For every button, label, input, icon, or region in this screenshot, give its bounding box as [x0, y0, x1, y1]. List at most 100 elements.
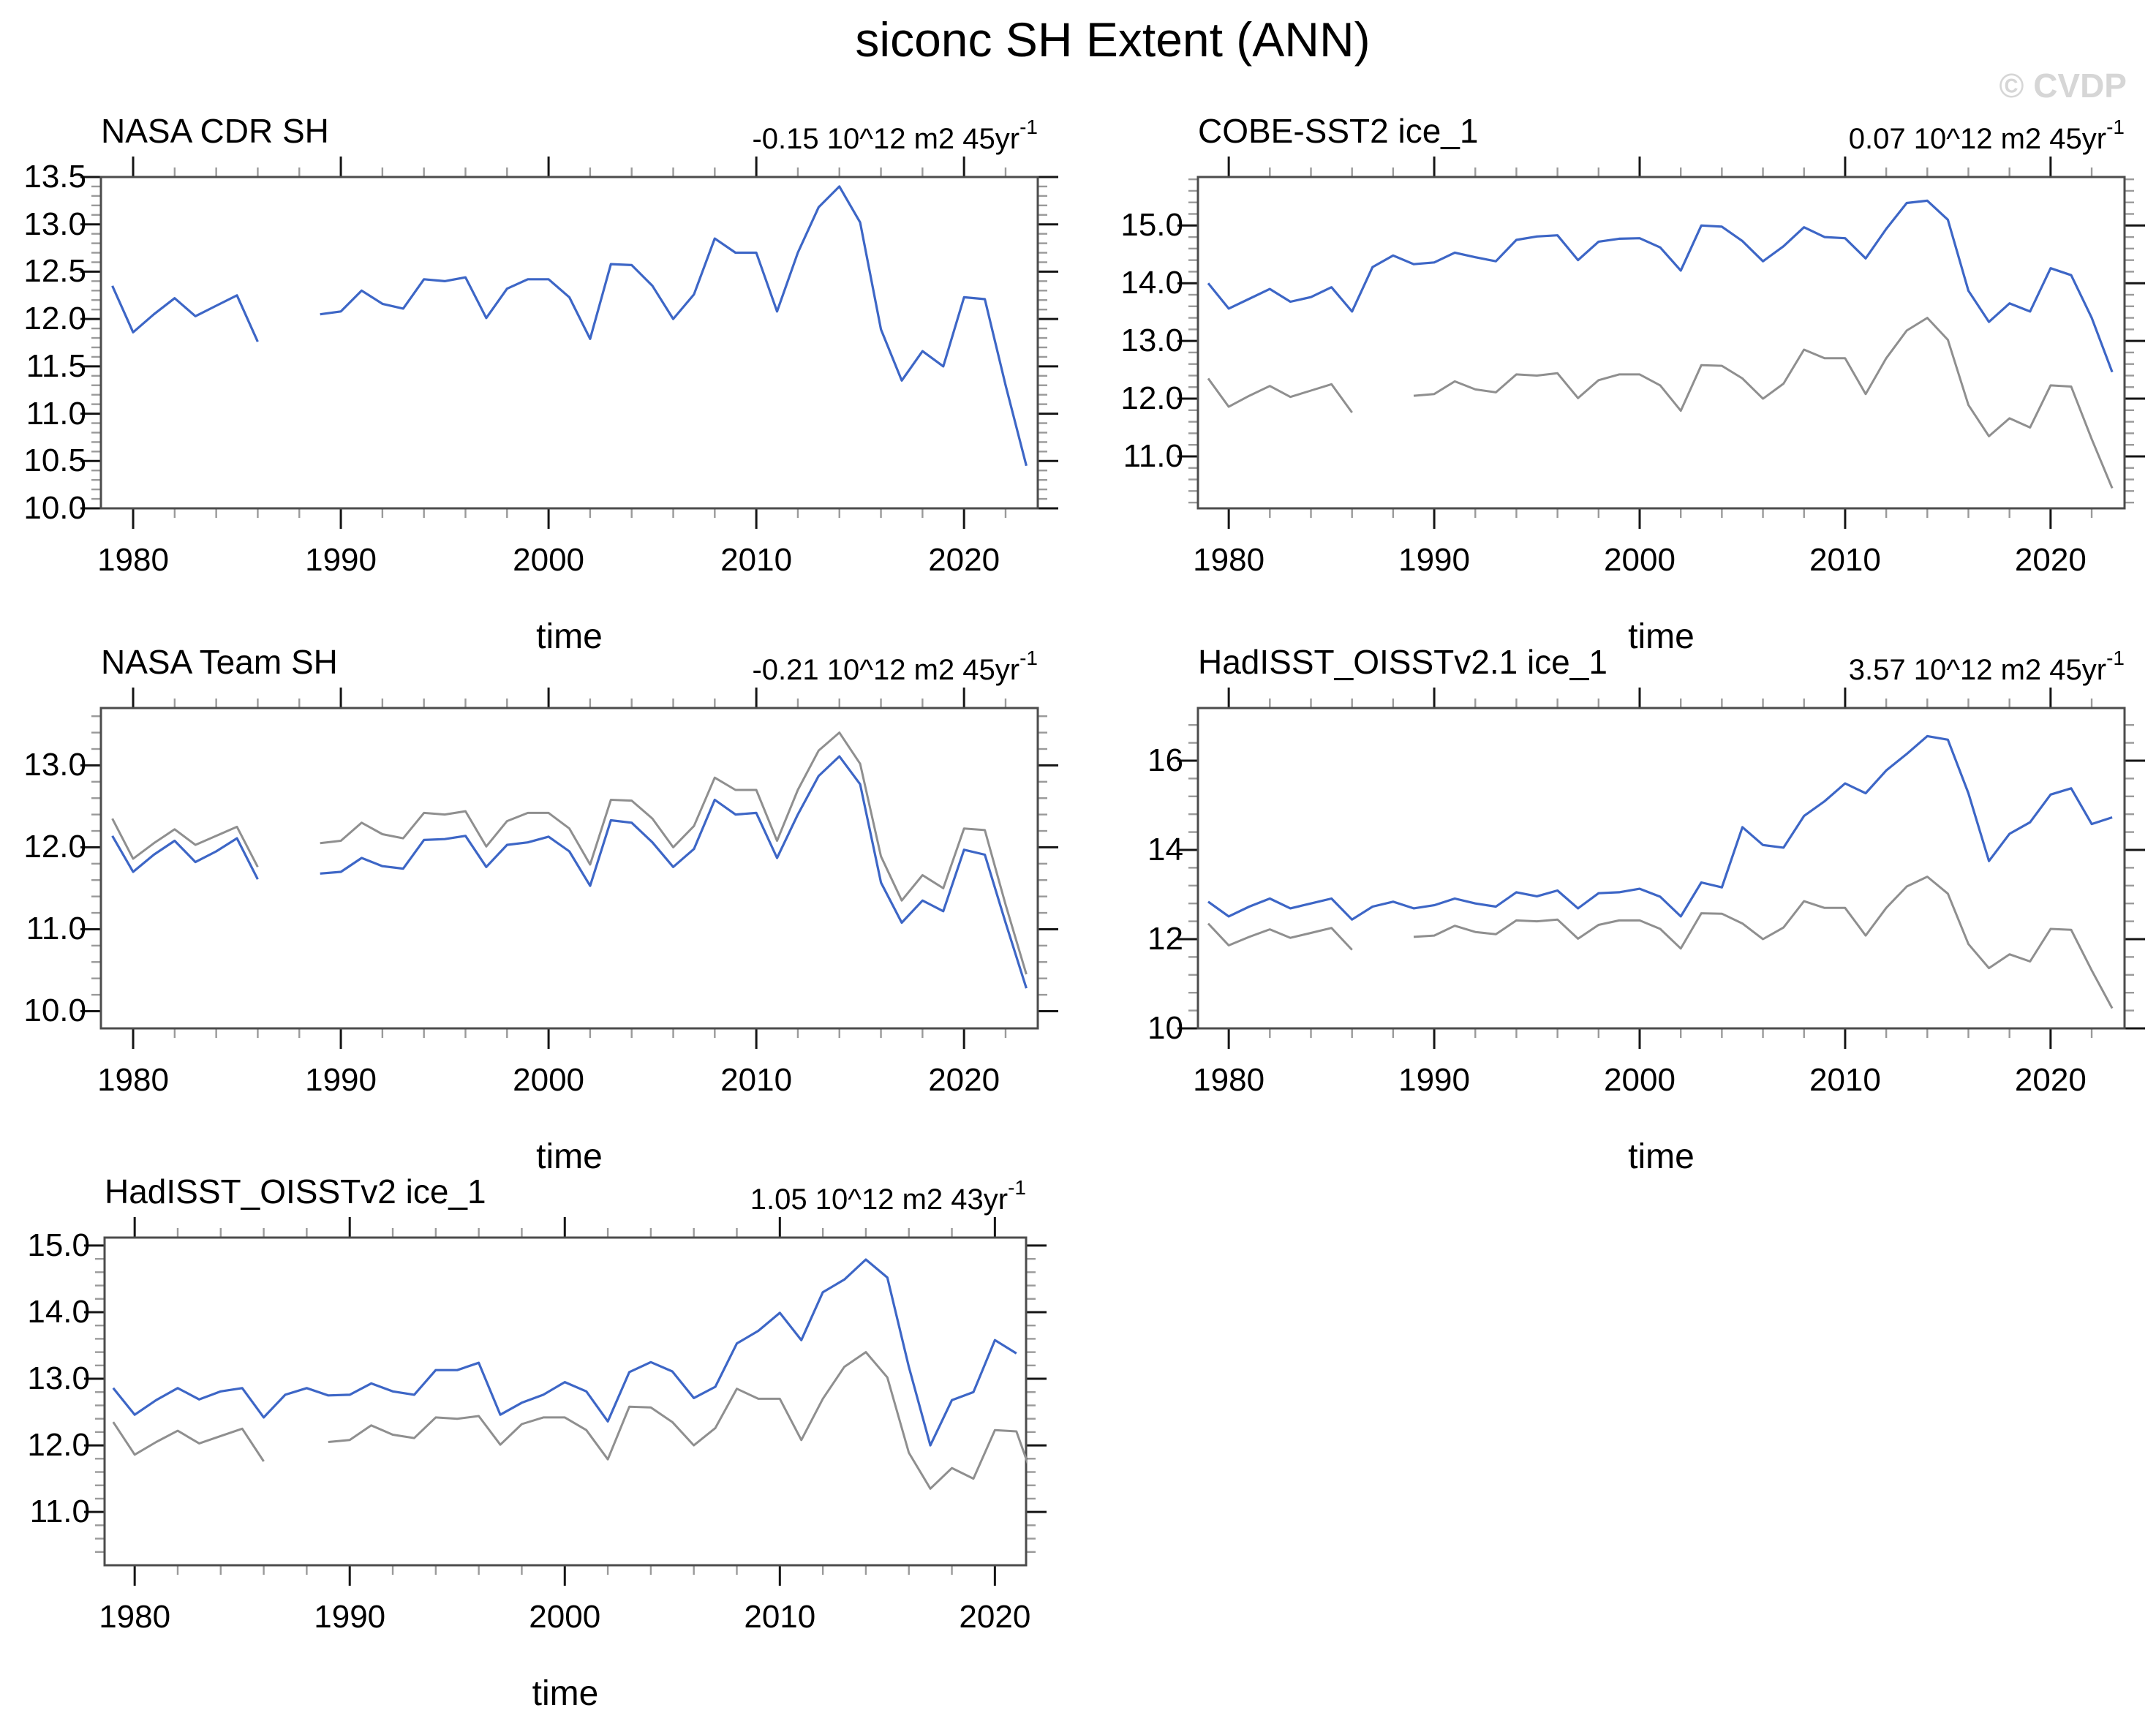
chart-title: HadISST_OISSTv2 ice_1: [105, 1172, 486, 1211]
y-tick-label: 14.0: [27, 1293, 90, 1330]
y-tick-label: 11.0: [26, 395, 86, 432]
x-tick-label: 1990: [1398, 542, 1470, 578]
x-tick-label: 1990: [305, 1062, 377, 1098]
x-axis-title: time: [1628, 617, 1695, 656]
trend-label: -0.21 10^12 m2 45yr-1: [101, 647, 1038, 687]
y-tick-label: 11.0: [29, 1494, 90, 1530]
x-tick-label: 1980: [97, 542, 169, 578]
y-tick-label: 11.0: [26, 911, 86, 947]
series-line-gray: [1413, 876, 2114, 1009]
series-line-gray: [111, 818, 259, 867]
x-tick-label: 1980: [99, 1599, 171, 1635]
plot-frame: [99, 176, 1039, 510]
chart-title: COBE-SST2 ice_1: [1198, 112, 1479, 150]
series-line-gray: [112, 1421, 265, 1462]
x-tick-label: 2020: [928, 542, 1000, 578]
x-tick-label: 2000: [513, 1062, 585, 1098]
x-tick-label: 2010: [720, 542, 793, 578]
x-tick-label: 1980: [97, 1062, 169, 1098]
plot-area: [80, 688, 1058, 1049]
x-axis-title: time: [1628, 1137, 1695, 1176]
y-tick-label: 12.0: [27, 1427, 90, 1464]
series-line-gray: [320, 731, 1028, 975]
plot-frame: [1196, 176, 2126, 510]
series-line-blue: [111, 835, 259, 880]
x-tick-label: 1980: [1193, 542, 1265, 578]
series-line-gray: [1207, 377, 1353, 413]
page-title: siconc SH Extent (ANN): [855, 12, 1371, 67]
chart-title: NASA CDR SH: [101, 112, 329, 150]
plot-frame: [103, 1236, 1028, 1567]
y-tick-label: 15.0: [1120, 207, 1183, 244]
chart-title: HadISST_OISSTv2.1 ice_1: [1198, 643, 1607, 681]
trend-exponent: -1: [1019, 647, 1038, 669]
plot-area: [80, 157, 1058, 529]
y-tick-label: 12: [1147, 920, 1183, 957]
trend-label: -0.15 10^12 m2 45yr-1: [101, 116, 1038, 156]
plot-frame: [99, 707, 1039, 1030]
x-tick-label: 2000: [1604, 542, 1676, 578]
trend-label: 1.05 10^12 m2 43yr-1: [105, 1176, 1026, 1216]
x-tick-label: 2000: [513, 542, 585, 578]
x-tick-label: 2000: [529, 1599, 601, 1635]
trend-value: 3.57 10^12 m2 45yr: [1848, 654, 2107, 686]
trend-exponent: -1: [1008, 1176, 1026, 1199]
trend-exponent: -1: [2106, 647, 2125, 669]
y-tick-label: 13.0: [1120, 323, 1183, 359]
x-tick-label: 1990: [314, 1599, 386, 1635]
y-tick-label: 12.0: [23, 301, 86, 337]
cvdp-watermark: © CVDP: [1999, 67, 2127, 105]
y-tick-label: 10: [1147, 1010, 1183, 1046]
y-tick-label: 14: [1147, 831, 1183, 867]
x-tick-label: 2020: [2014, 542, 2087, 578]
trend-value: 0.07 10^12 m2 45yr: [1848, 123, 2107, 155]
y-tick-label: 12.5: [23, 253, 86, 290]
x-tick-label: 2000: [1604, 1062, 1676, 1098]
trend-exponent: -1: [2106, 116, 2125, 138]
series-line-blue: [1207, 199, 2114, 373]
x-axis-title: time: [532, 1674, 599, 1713]
y-tick-label: 10.0: [23, 993, 86, 1029]
trend-exponent: -1: [1019, 116, 1038, 138]
x-axis-title: time: [536, 1137, 603, 1176]
y-tick-label: 15.0: [27, 1227, 90, 1263]
x-tick-label: 2010: [1809, 1062, 1881, 1098]
y-tick-label: 11.0: [1123, 437, 1183, 474]
trend-label: 3.57 10^12 m2 45yr-1: [1198, 647, 2125, 687]
y-tick-label: 13.5: [23, 159, 86, 195]
trend-value: -0.21 10^12 m2 45yr: [752, 654, 1020, 686]
y-tick-label: 16: [1147, 742, 1183, 778]
series-line-gray: [1207, 922, 1353, 951]
y-tick-label: 14.0: [1120, 265, 1183, 301]
y-tick-label: 10.5: [23, 443, 86, 479]
y-tick-label: 13.0: [27, 1360, 90, 1397]
series-line-blue: [112, 1258, 1017, 1447]
series-line-blue: [320, 755, 1028, 989]
trend-label: 0.07 10^12 m2 45yr-1: [1198, 116, 2125, 156]
y-tick-label: 12.0: [1120, 380, 1183, 417]
x-tick-label: 2020: [928, 1062, 1000, 1098]
y-tick-label: 13.0: [23, 206, 86, 242]
x-tick-label: 1990: [1398, 1062, 1470, 1098]
x-tick-label: 1990: [305, 542, 377, 578]
series-line-gray: [328, 1351, 1027, 1490]
y-tick-label: 10.0: [23, 490, 86, 526]
series-line-blue: [320, 185, 1028, 467]
x-tick-label: 1980: [1193, 1062, 1265, 1098]
x-axis-title: time: [536, 617, 603, 656]
x-tick-label: 2020: [2014, 1062, 2087, 1098]
x-tick-label: 2010: [1809, 542, 1881, 578]
plot-frame: [1196, 707, 2126, 1030]
plot-area: [1177, 157, 2145, 529]
chart-title: NASA Team SH: [101, 643, 338, 681]
series-line-blue: [1207, 734, 2113, 921]
x-tick-label: 2020: [959, 1599, 1031, 1635]
trend-value: 1.05 10^12 m2 43yr: [750, 1183, 1009, 1216]
plot-area: [84, 1217, 1047, 1586]
y-tick-label: 12.0: [23, 829, 86, 865]
y-tick-label: 13.0: [23, 747, 86, 783]
x-tick-label: 2010: [744, 1599, 816, 1635]
series-line-blue: [111, 285, 259, 342]
plot-area: [1177, 688, 2145, 1049]
trend-value: -0.15 10^12 m2 45yr: [752, 123, 1020, 155]
